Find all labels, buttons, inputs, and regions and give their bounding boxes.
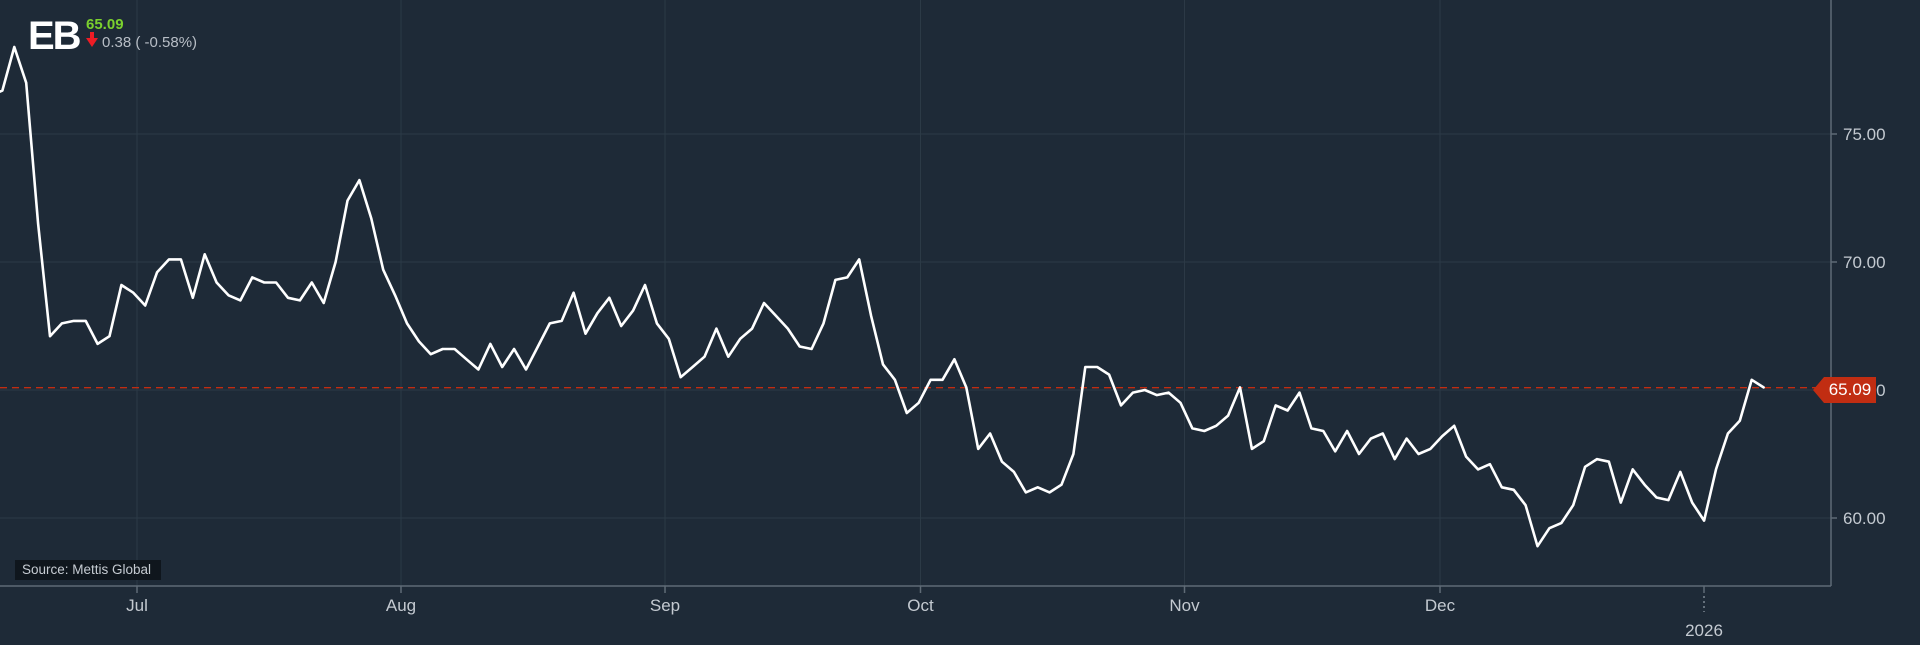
y-tick-label: 75.00 xyxy=(1843,125,1886,144)
x-tick-label: Dec xyxy=(1425,596,1456,615)
y-tick-label: 60.00 xyxy=(1843,509,1886,528)
x-tick-label: Aug xyxy=(386,596,416,615)
price-series-line xyxy=(0,45,1765,548)
x-tick-label: Nov xyxy=(1169,596,1200,615)
x-tick-label: Sep xyxy=(650,596,680,615)
current-price: 65.09 xyxy=(86,16,124,33)
x-tick-label: Jul xyxy=(126,596,148,615)
last-price-badge: 65.09 xyxy=(1813,377,1876,403)
price-change: 0.38 ( -0.58%) xyxy=(86,32,198,51)
chart-grid xyxy=(0,0,1831,586)
source-label: Source: Mettis Global xyxy=(15,560,162,580)
x-axis-ticks: Jul Aug Sep Oct Nov Dec 2026 xyxy=(126,586,1723,640)
y-tick-label: 70.00 xyxy=(1843,253,1886,272)
year-label: 2026 xyxy=(1685,621,1723,640)
price-change-value: 0.38 ( -0.58%) xyxy=(102,34,198,51)
x-tick-label: Oct xyxy=(907,596,934,615)
ticker-symbol: EB xyxy=(28,14,82,58)
down-arrow-icon xyxy=(86,32,98,47)
